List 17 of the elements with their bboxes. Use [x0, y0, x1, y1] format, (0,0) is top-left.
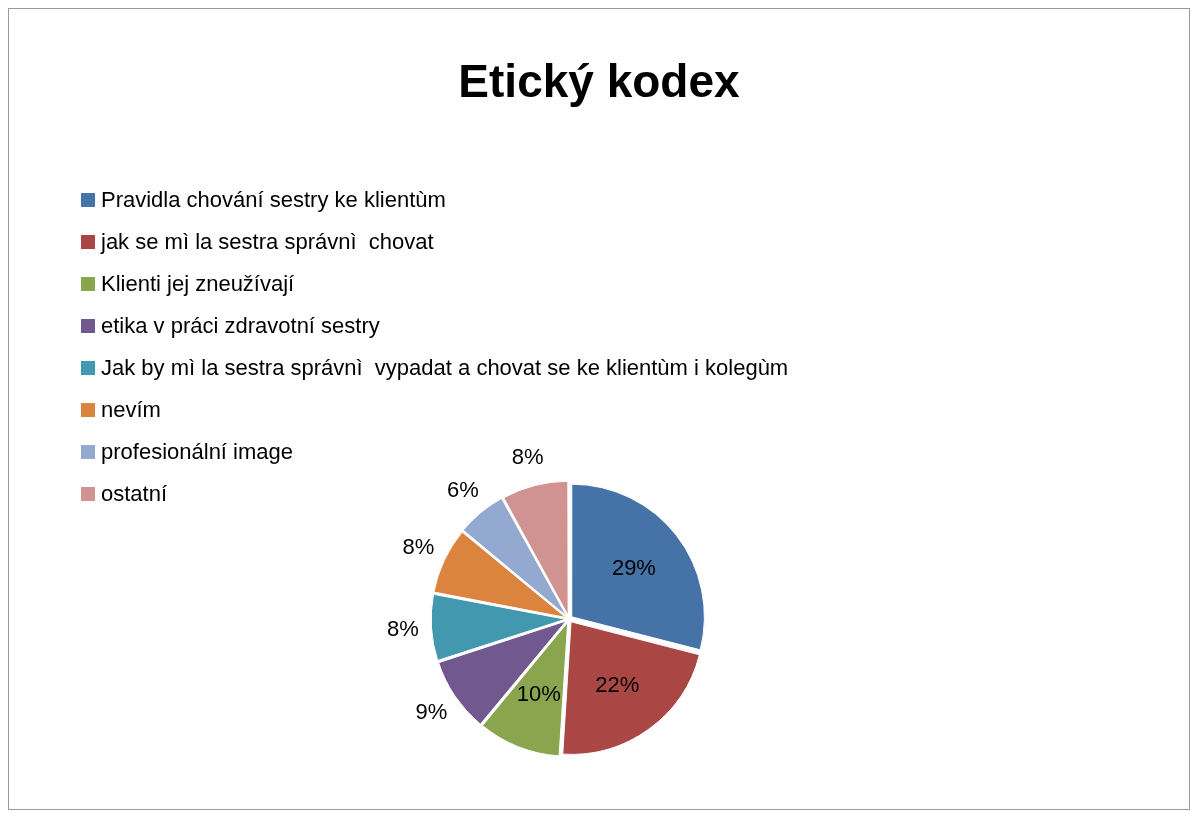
legend-label: etika v práci zdravotní sestry	[101, 313, 380, 339]
data-label: 29%	[611, 554, 656, 580]
legend-label: jak se mì la sestra správnì chovat	[101, 229, 434, 255]
data-label: 8%	[402, 534, 435, 560]
legend-label: Klienti jej zneužívají	[101, 271, 295, 297]
legend-label: profesionální image	[101, 439, 294, 465]
chart-title: Etický kodex	[457, 54, 741, 108]
data-label: 22%	[595, 671, 640, 697]
legend-label: ostatní	[101, 481, 168, 507]
data-label: 6%	[446, 476, 479, 502]
legend-label: nevím	[101, 397, 161, 423]
data-label: 8%	[511, 443, 544, 469]
data-label: 10%	[516, 681, 561, 707]
data-label: 8%	[386, 615, 419, 641]
legend-label: Jak by mì la sestra správnì vypadat a chovat se ke klientùm i kolegùm	[101, 355, 789, 381]
data-label: 9%	[415, 698, 448, 724]
legend-label: Pravidla chování sestry ke klientùm	[101, 187, 446, 213]
